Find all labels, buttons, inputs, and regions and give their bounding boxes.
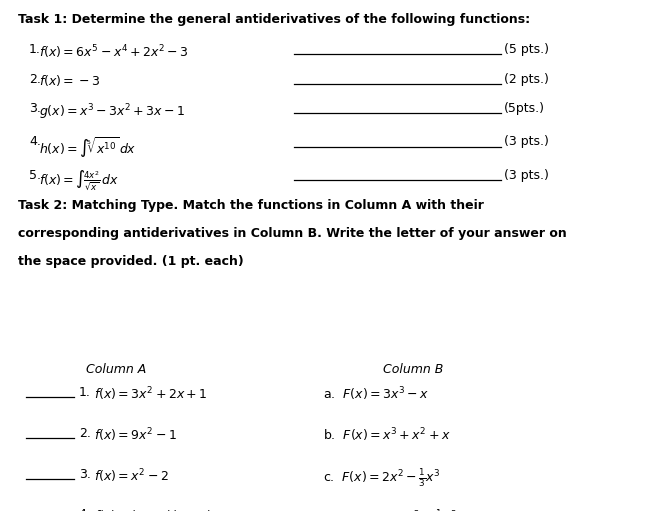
Text: d.  $F(x) = -2x^2 + \frac{1}{3}x^3$: d. $F(x) = -2x^2 + \frac{1}{3}x^3$ [323, 508, 457, 511]
Text: c.  $F(x) = 2x^2 - \frac{1}{3}x^3$: c. $F(x) = 2x^2 - \frac{1}{3}x^3$ [323, 468, 441, 490]
Text: Column B: Column B [383, 363, 444, 376]
Text: 3.: 3. [79, 468, 90, 480]
Text: (5 pts.): (5 pts.) [504, 43, 549, 56]
Text: a.  $F(x) = 3x^3 - x$: a. $F(x) = 3x^3 - x$ [323, 386, 429, 403]
Text: 3.: 3. [29, 102, 41, 115]
Text: 2.: 2. [29, 73, 41, 86]
Text: $f(x) = 9x^2 - 1$: $f(x) = 9x^2 - 1$ [94, 427, 176, 444]
Text: corresponding antiderivatives in Column B. Write the letter of your answer on: corresponding antiderivatives in Column … [18, 227, 567, 240]
Text: 1.: 1. [29, 43, 41, 56]
Text: $f(x) = x^2 - 2$: $f(x) = x^2 - 2$ [94, 468, 169, 485]
Text: $f(x) = (x+1)(x-1)$: $f(x) = (x+1)(x-1)$ [94, 508, 213, 511]
Text: b.  $F(x) = x^3 + x^2 + x$: b. $F(x) = x^3 + x^2 + x$ [323, 427, 450, 444]
Text: $h(x) = \int \!\sqrt[5]{x^{10}}\, dx$: $h(x) = \int \!\sqrt[5]{x^{10}}\, dx$ [39, 135, 136, 160]
Text: $f(x) = 3x^2 + 2x + 1$: $f(x) = 3x^2 + 2x + 1$ [94, 386, 207, 403]
Text: (5pts.): (5pts.) [504, 102, 545, 115]
Text: 5.: 5. [29, 169, 41, 181]
Text: (3 pts.): (3 pts.) [504, 135, 548, 148]
Text: Column A: Column A [86, 363, 147, 376]
Text: $f(x) = 6x^5 - x^4 + 2x^2 - 3$: $f(x) = 6x^5 - x^4 + 2x^2 - 3$ [39, 43, 188, 60]
Text: Task 1: Determine the general antiderivatives of the following functions:: Task 1: Determine the general antideriva… [18, 13, 530, 26]
Text: (2 pts.): (2 pts.) [504, 73, 548, 86]
Text: Task 2: Matching Type. Match the functions in Column A with their: Task 2: Matching Type. Match the functio… [18, 199, 484, 212]
Text: $g(x) = x^3 - 3x^2 + 3x - 1$: $g(x) = x^3 - 3x^2 + 3x - 1$ [39, 102, 185, 122]
Text: the space provided. (1 pt. each): the space provided. (1 pt. each) [18, 256, 244, 268]
Text: (3 pts.): (3 pts.) [504, 169, 548, 181]
Text: 4.: 4. [29, 135, 41, 148]
Text: 2.: 2. [79, 427, 90, 439]
Text: 1.: 1. [79, 386, 90, 399]
Text: $f(x) = \int \!\frac{4x^2}{\sqrt{x}}\, dx$: $f(x) = \int \!\frac{4x^2}{\sqrt{x}}\, d… [39, 169, 119, 193]
Text: 4.: 4. [79, 508, 90, 511]
Text: $f(x) = -3$: $f(x) = -3$ [39, 73, 100, 88]
